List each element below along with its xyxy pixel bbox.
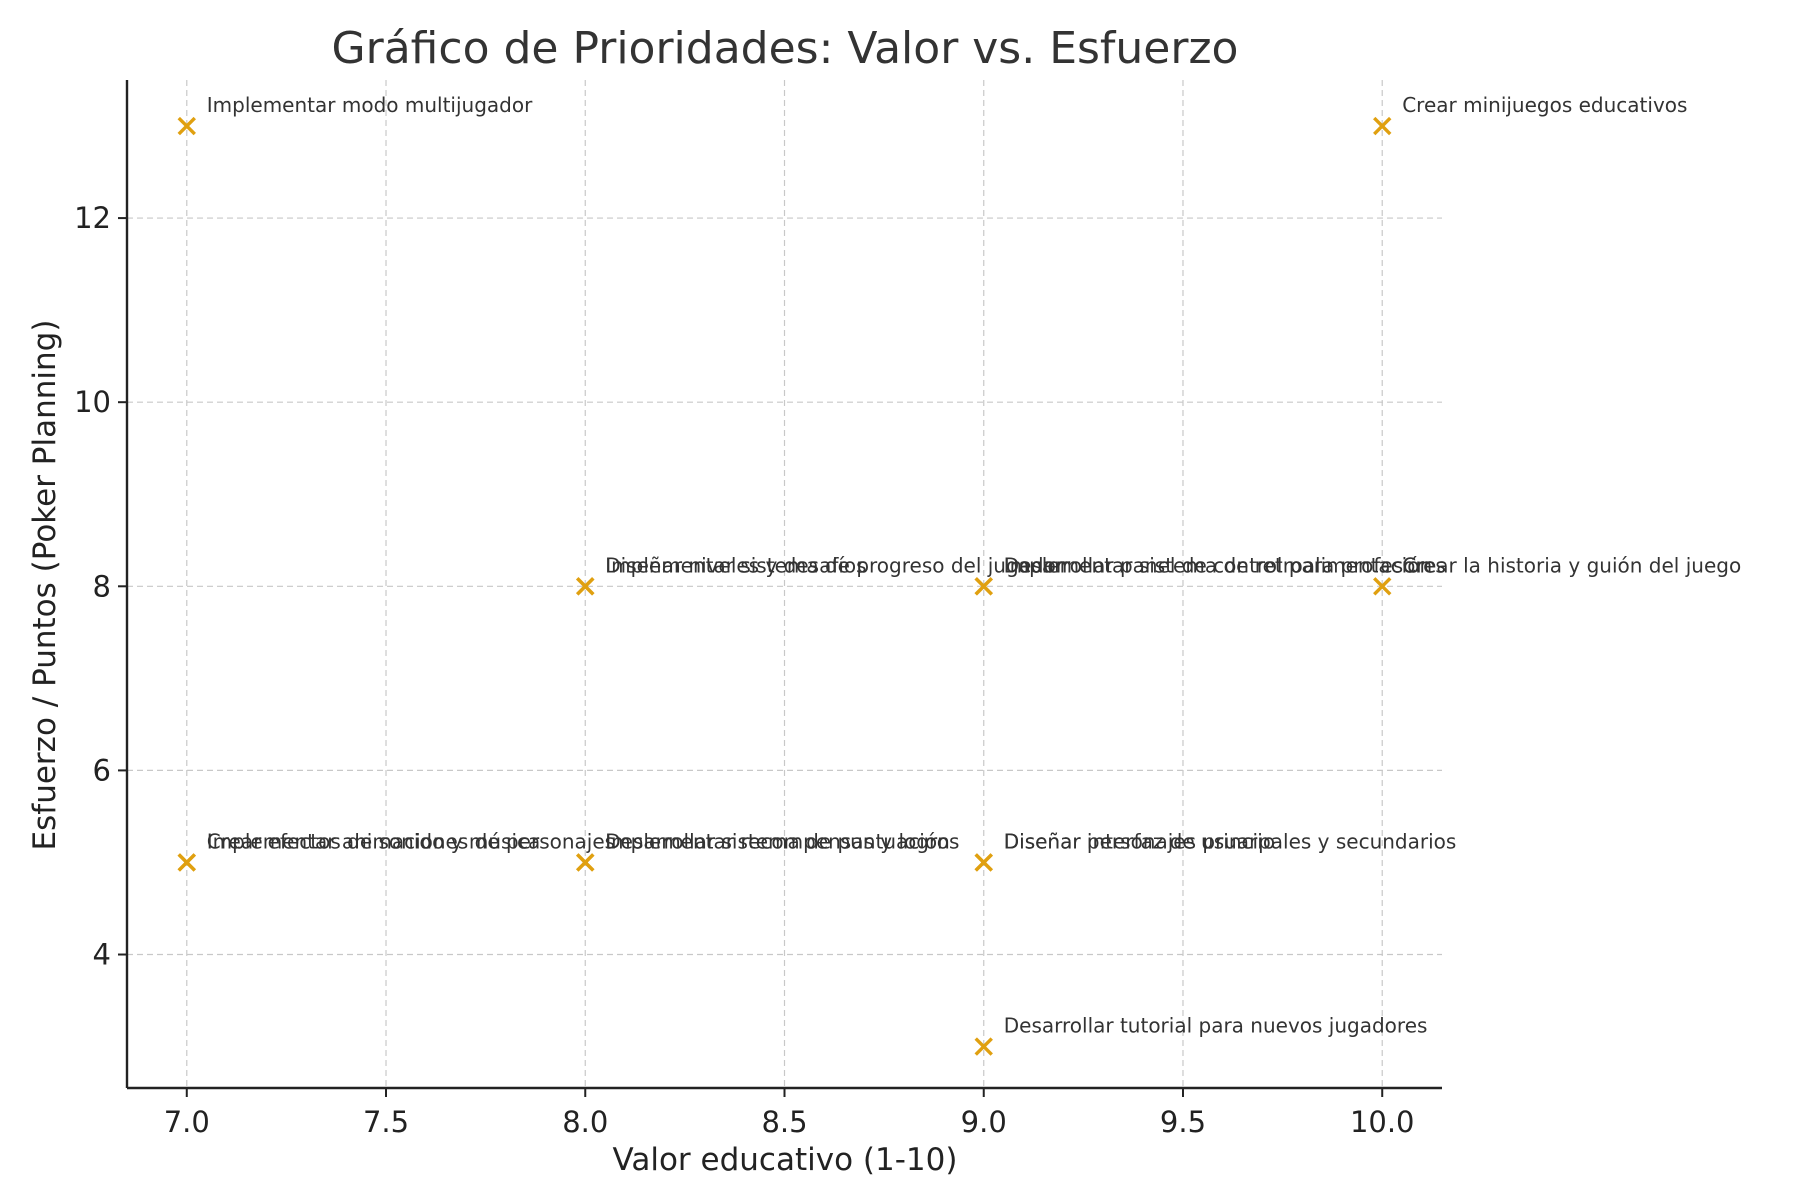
data-point-label: Diseñar niveles y desafíos: [605, 553, 866, 577]
data-point-label: Desarrollar sistema de puntuación: [605, 829, 950, 853]
data-point: [177, 853, 196, 872]
point-labels-layer: Implementar modo multijugador Crear minij…: [207, 93, 1741, 1038]
data-point-label: Crear minijuegos educativos: [1402, 93, 1687, 117]
data-point-label: Implementar animaciones de personajes: [207, 829, 615, 853]
y-tick-label: 4: [93, 938, 111, 972]
data-point: [1373, 116, 1392, 136]
data-point-label: Diseñar interfaz de usuario: [1004, 829, 1275, 853]
data-point-label: Desarrollar panel de control para profes…: [1004, 553, 1446, 577]
data-point-label: Crear la historia y guión del juego: [1402, 553, 1741, 577]
data-point: [974, 577, 993, 596]
y-tick-label: 12: [74, 201, 111, 235]
y-axis-label: Esfuerzo / Puntos (Poker Planning): [27, 320, 63, 851]
y-tick-label: 6: [93, 753, 111, 787]
data-point-label: Crear efectos de sonido y música: [207, 829, 541, 853]
points-layer: [177, 116, 1392, 1056]
data-point: [1373, 577, 1392, 596]
x-tick-label: 10.0: [1350, 1105, 1415, 1139]
chart-title: Gráfico de Prioridades: Valor vs. Esfuer…: [332, 23, 1239, 74]
data-point-label: Desarrollar tutorial para nuevos jugador…: [1004, 1014, 1428, 1038]
data-point: [177, 116, 196, 136]
x-tick-label: 8.5: [761, 1105, 807, 1139]
x-tick-label: 7.0: [164, 1105, 210, 1139]
x-tick-label: 7.5: [363, 1105, 409, 1139]
x-tick-label: 8.0: [562, 1105, 608, 1139]
data-point-label: Implementar sistema de retroalimentación: [1004, 553, 1432, 577]
data-point-label: Implementar recompensas y logros: [605, 829, 959, 853]
axes-layer: 7.0 7.5 8.0 8.5 9.0 9.5 10.0 4 6 8 10 12: [74, 80, 1442, 1139]
x-tick-label: 9.0: [961, 1105, 1007, 1139]
data-point: [576, 853, 595, 872]
y-tick-label: 10: [74, 385, 111, 419]
data-point: [974, 1037, 993, 1056]
x-axis-label: Valor educativo (1-10): [613, 1142, 958, 1178]
grid-layer: [127, 80, 1442, 1088]
data-point: [576, 577, 595, 596]
y-tick-label: 8: [93, 569, 111, 603]
data-point: [974, 853, 993, 872]
data-point-label: Diseñar personajes principales y secunda…: [1004, 829, 1457, 853]
data-point-label: Implementar modo multijugador: [207, 93, 533, 117]
x-tick-label: 9.5: [1160, 1105, 1206, 1139]
data-point-label: Implementar sistema de progreso del juga…: [605, 553, 1065, 577]
